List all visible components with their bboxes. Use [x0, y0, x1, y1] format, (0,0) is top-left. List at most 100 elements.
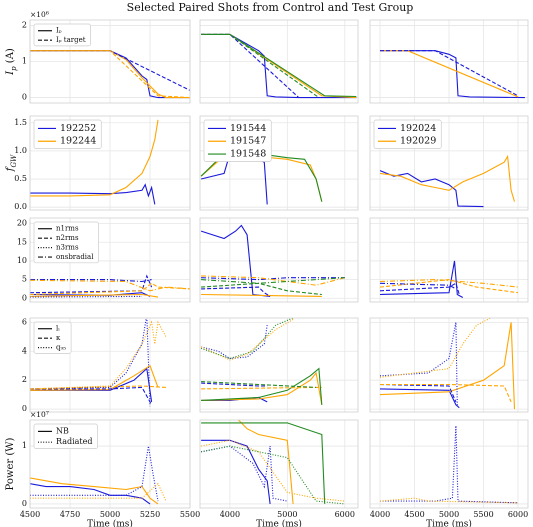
y-axis-label-part: f: [5, 165, 16, 172]
y-tick-label: 0.5: [14, 174, 27, 183]
x-tick-label: 5000: [100, 510, 120, 519]
y-tick-label: 2: [22, 375, 27, 384]
panel-frame: [369, 115, 529, 211]
plot-area: [200, 420, 345, 505]
legend-label: Iₚ: [56, 27, 62, 35]
panel-frame: [199, 317, 359, 413]
series-line: [201, 282, 322, 296]
series-line: [200, 318, 294, 361]
panel-frame: [199, 115, 359, 211]
series-line: [201, 381, 317, 388]
x-tick-label: 4000: [370, 510, 390, 519]
y-tick-label: 0: [22, 93, 27, 102]
series-line: [379, 279, 519, 288]
y-axis-label-part: GW: [10, 154, 18, 168]
series-line: [30, 320, 167, 390]
panel-frame: [29, 19, 191, 104]
legend-label: 191548: [230, 149, 266, 160]
series-line: [201, 275, 345, 286]
x-tick-label: 4500: [20, 510, 40, 519]
y-axis-label-part: I: [5, 70, 16, 76]
x-tick-label: 5000: [439, 510, 459, 519]
panel-background: [200, 218, 358, 302]
plot-area: [379, 425, 519, 504]
panel-background: [200, 318, 358, 412]
y-axis-label-part: Power (W): [5, 437, 16, 490]
x-tick-label: 5500: [180, 510, 200, 519]
series-line: [30, 274, 153, 294]
plot-area: [30, 274, 190, 298]
panel-frame: [29, 419, 191, 509]
panel-frame: [199, 217, 359, 303]
series-line: [379, 322, 516, 410]
panel-frame: [29, 317, 191, 413]
y-tick-label: 1: [22, 57, 27, 66]
y-axis-label: Power (W): [5, 437, 16, 490]
series-line: [379, 497, 519, 504]
legend-label: NB: [56, 426, 69, 435]
series-line: [201, 293, 322, 297]
x-tick-label: 5500: [473, 510, 493, 519]
panel-frame: [369, 317, 529, 413]
legend-box: [203, 119, 272, 162]
y-axis-label-part: p: [10, 66, 18, 71]
series-line: [201, 277, 345, 281]
series-line: [200, 325, 268, 360]
series-line: [30, 292, 151, 297]
plot-area: [379, 260, 519, 298]
series-line: [201, 367, 323, 405]
series-line: [379, 282, 457, 290]
legend-label: Radiated: [56, 437, 93, 446]
series-line: [30, 119, 159, 197]
legend-box: [33, 23, 91, 47]
y-tick-label: 4: [22, 346, 27, 355]
y-tick-label: 0: [22, 404, 27, 413]
x-tick-label: 5000: [277, 510, 297, 519]
legend-label: 192024: [400, 123, 436, 134]
series-line: [379, 388, 460, 409]
x-tick-label: 4500: [404, 510, 424, 519]
legend-label: q₉₅: [56, 344, 66, 352]
series-line: [201, 33, 320, 99]
x-tick-label: 6000: [508, 510, 528, 519]
series-line: [201, 422, 326, 504]
x-tick-label: 5250: [140, 510, 160, 519]
y-tick-label: 1.0: [14, 146, 27, 155]
y-tick-label: 0.0: [14, 202, 27, 211]
plot-area: [379, 318, 516, 410]
y-tick-label: 0: [22, 499, 27, 508]
chart-title: Selected Paired Shots from Control and T…: [127, 1, 414, 14]
series-line: [30, 293, 159, 298]
series-line: [30, 282, 190, 296]
series-line: [30, 50, 190, 99]
legend-label: n3rms: [56, 244, 79, 252]
plot-area: [30, 119, 159, 205]
legend-label: n1rms: [56, 225, 79, 233]
legend-label: 192244: [60, 136, 96, 147]
series-line: [379, 260, 464, 298]
series-line: [30, 364, 159, 391]
panel-frame: [199, 419, 359, 509]
legend-label: lᵢ: [56, 325, 60, 333]
series-line: [30, 482, 167, 502]
x-axis-label: Time (ms): [256, 519, 302, 527]
series-line: [30, 279, 152, 283]
y-axis-label: fGW: [5, 154, 19, 172]
legend-label: 192029: [400, 136, 436, 147]
panel-background: [200, 420, 358, 508]
panel-frame: [369, 19, 529, 104]
series-line: [200, 318, 294, 360]
legend-label: 192252: [60, 123, 96, 134]
series-line: [379, 282, 460, 295]
legend-label: onsbradial: [56, 253, 94, 261]
y-tick-label: 2: [22, 20, 27, 29]
legend-label: Iₚ target: [56, 36, 86, 44]
series-line: [379, 322, 458, 407]
x-tick-label: 6000: [335, 510, 355, 519]
x-tick-label: 4000: [220, 510, 240, 519]
legend-label: 191547: [230, 136, 266, 147]
plot-area: [380, 50, 525, 99]
y-tick-label: 6: [22, 317, 27, 326]
y-tick-label: 1.5: [14, 118, 27, 127]
legend-box: [33, 423, 98, 449]
